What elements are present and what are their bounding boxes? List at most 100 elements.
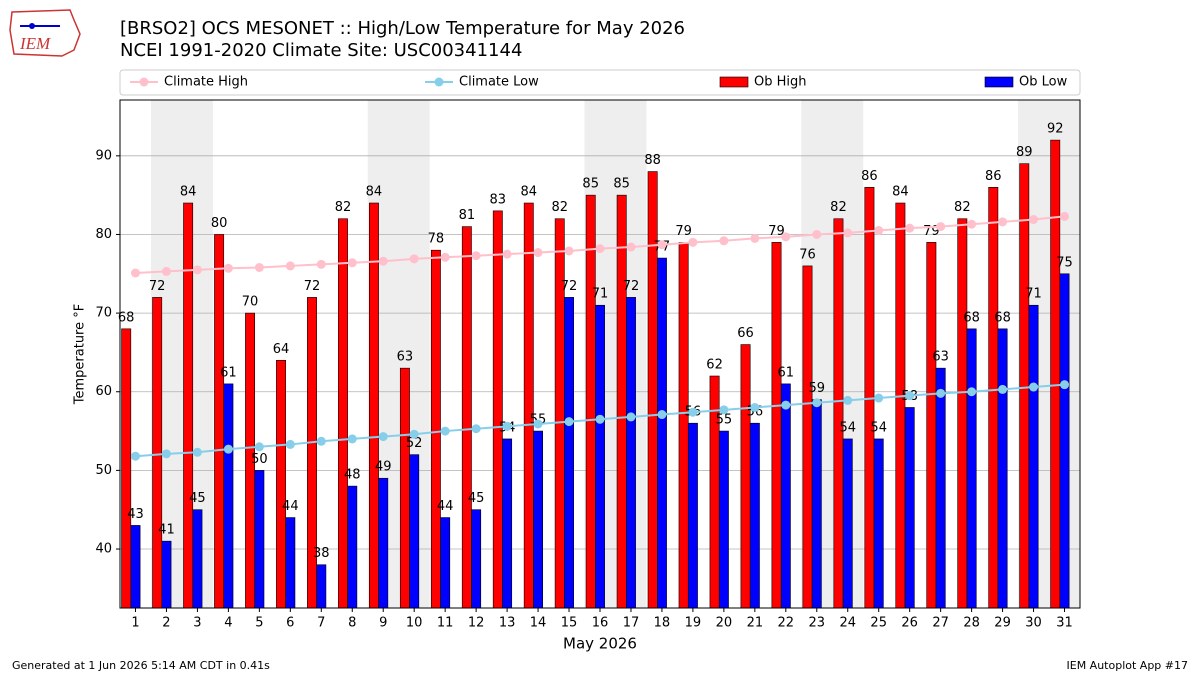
value-label: 61: [778, 365, 795, 380]
value-label: 71: [1025, 287, 1042, 302]
x-tick-label: 4: [224, 616, 232, 631]
chart-title: [BRSO2] OCS MESONET :: High/Low Temperat…: [120, 18, 685, 39]
line-marker: [998, 384, 1008, 394]
x-tick-label: 10: [406, 616, 423, 631]
x-tick-label: 31: [1056, 616, 1073, 631]
line-marker: [285, 439, 295, 449]
bar: [316, 564, 327, 609]
x-tick-label: 18: [654, 616, 671, 631]
x-tick-label: 2: [162, 616, 170, 631]
y-tick-label: 90: [95, 148, 112, 163]
legend-label: Ob High: [754, 75, 807, 90]
x-tick-label: 26: [901, 616, 918, 631]
bar: [873, 438, 884, 609]
bar: [307, 297, 317, 609]
value-label: 48: [344, 468, 361, 483]
logo-text: IEM: [19, 34, 51, 53]
bar: [378, 477, 389, 609]
bar: [338, 218, 348, 609]
line-marker: [719, 236, 729, 246]
bar: [409, 454, 420, 609]
legend-label: Climate Low: [459, 75, 539, 90]
line-marker: [254, 442, 264, 452]
line-marker: [874, 226, 884, 236]
legend-marker: [434, 77, 444, 87]
legend-marker: [139, 77, 149, 87]
value-label: 72: [623, 279, 640, 294]
value-label: 68: [994, 310, 1011, 325]
value-label: 43: [127, 507, 144, 522]
legend-swatch: [719, 76, 749, 88]
bar: [718, 430, 729, 609]
line-marker: [688, 407, 698, 417]
x-tick-label: 29: [994, 616, 1011, 631]
bar: [595, 304, 605, 609]
bar: [130, 525, 141, 609]
value-label: 92: [1047, 122, 1064, 137]
x-tick-label: 16: [592, 616, 609, 631]
x-tick-label: 14: [530, 616, 547, 631]
line-marker: [161, 449, 171, 459]
x-tick-label: 1: [131, 616, 139, 631]
line-marker: [750, 402, 760, 412]
bar: [368, 202, 379, 609]
x-tick-label: 5: [255, 616, 263, 631]
line-marker: [130, 451, 140, 461]
line-marker: [316, 436, 326, 446]
x-tick-label: 24: [839, 616, 856, 631]
value-label: 84: [180, 185, 197, 200]
line-marker: [905, 391, 915, 401]
value-label: 71: [592, 287, 609, 302]
x-tick-label: 12: [468, 616, 485, 631]
x-axis-label: May 2026: [563, 635, 637, 653]
value-label: 63: [397, 350, 414, 365]
bar: [121, 328, 132, 609]
x-tick-label: 13: [499, 616, 516, 631]
value-label: 44: [437, 499, 454, 514]
value-label: 62: [706, 358, 723, 373]
value-label: 38: [313, 546, 330, 561]
legend-label: Ob Low: [1019, 75, 1068, 90]
y-tick-label: 60: [95, 384, 112, 399]
line-marker: [409, 429, 419, 439]
x-tick-label: 6: [286, 616, 294, 631]
value-label: 41: [158, 523, 175, 538]
bar: [492, 210, 503, 609]
value-label: 88: [644, 153, 661, 168]
line-marker: [502, 421, 512, 431]
line-marker: [688, 237, 698, 247]
line-marker: [874, 393, 884, 403]
value-label: 78: [428, 232, 445, 247]
line-marker: [533, 419, 543, 429]
bar: [780, 383, 791, 609]
x-tick-label: 17: [623, 616, 640, 631]
y-tick-label: 50: [95, 463, 112, 478]
value-label: 86: [861, 169, 878, 184]
x-tick-label: 11: [437, 616, 454, 631]
bar: [771, 242, 782, 609]
line-marker: [564, 417, 574, 427]
bar: [152, 297, 163, 609]
bar: [935, 367, 946, 609]
bar: [1050, 139, 1061, 609]
bar: [656, 257, 667, 609]
bar: [523, 202, 534, 609]
legend-label: Climate High: [164, 75, 248, 90]
line-marker: [750, 233, 760, 243]
bar: [461, 226, 472, 609]
line-marker: [843, 228, 853, 238]
bar: [687, 422, 698, 609]
bar: [554, 218, 565, 609]
bar: [966, 328, 977, 609]
bar: [647, 171, 658, 609]
line-marker: [626, 242, 636, 252]
x-tick-label: 28: [963, 616, 980, 631]
bar: [564, 297, 574, 609]
value-label: 84: [521, 185, 538, 200]
line-marker: [936, 222, 946, 232]
bar: [1019, 163, 1030, 609]
line-marker: [843, 395, 853, 405]
line-marker: [626, 412, 636, 422]
value-label: 70: [242, 295, 259, 310]
bar: [192, 509, 203, 609]
